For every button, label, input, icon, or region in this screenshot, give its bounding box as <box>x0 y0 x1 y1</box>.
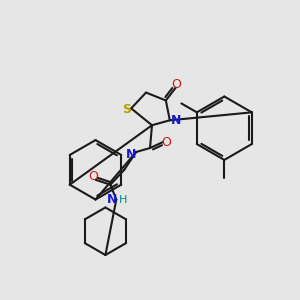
Text: S: S <box>122 103 131 116</box>
Text: H: H <box>119 194 128 205</box>
Text: N: N <box>171 114 181 127</box>
Text: N: N <box>107 193 118 206</box>
Text: N: N <box>126 148 136 161</box>
Text: O: O <box>171 78 181 91</box>
Text: O: O <box>161 136 171 148</box>
Text: O: O <box>88 170 98 183</box>
